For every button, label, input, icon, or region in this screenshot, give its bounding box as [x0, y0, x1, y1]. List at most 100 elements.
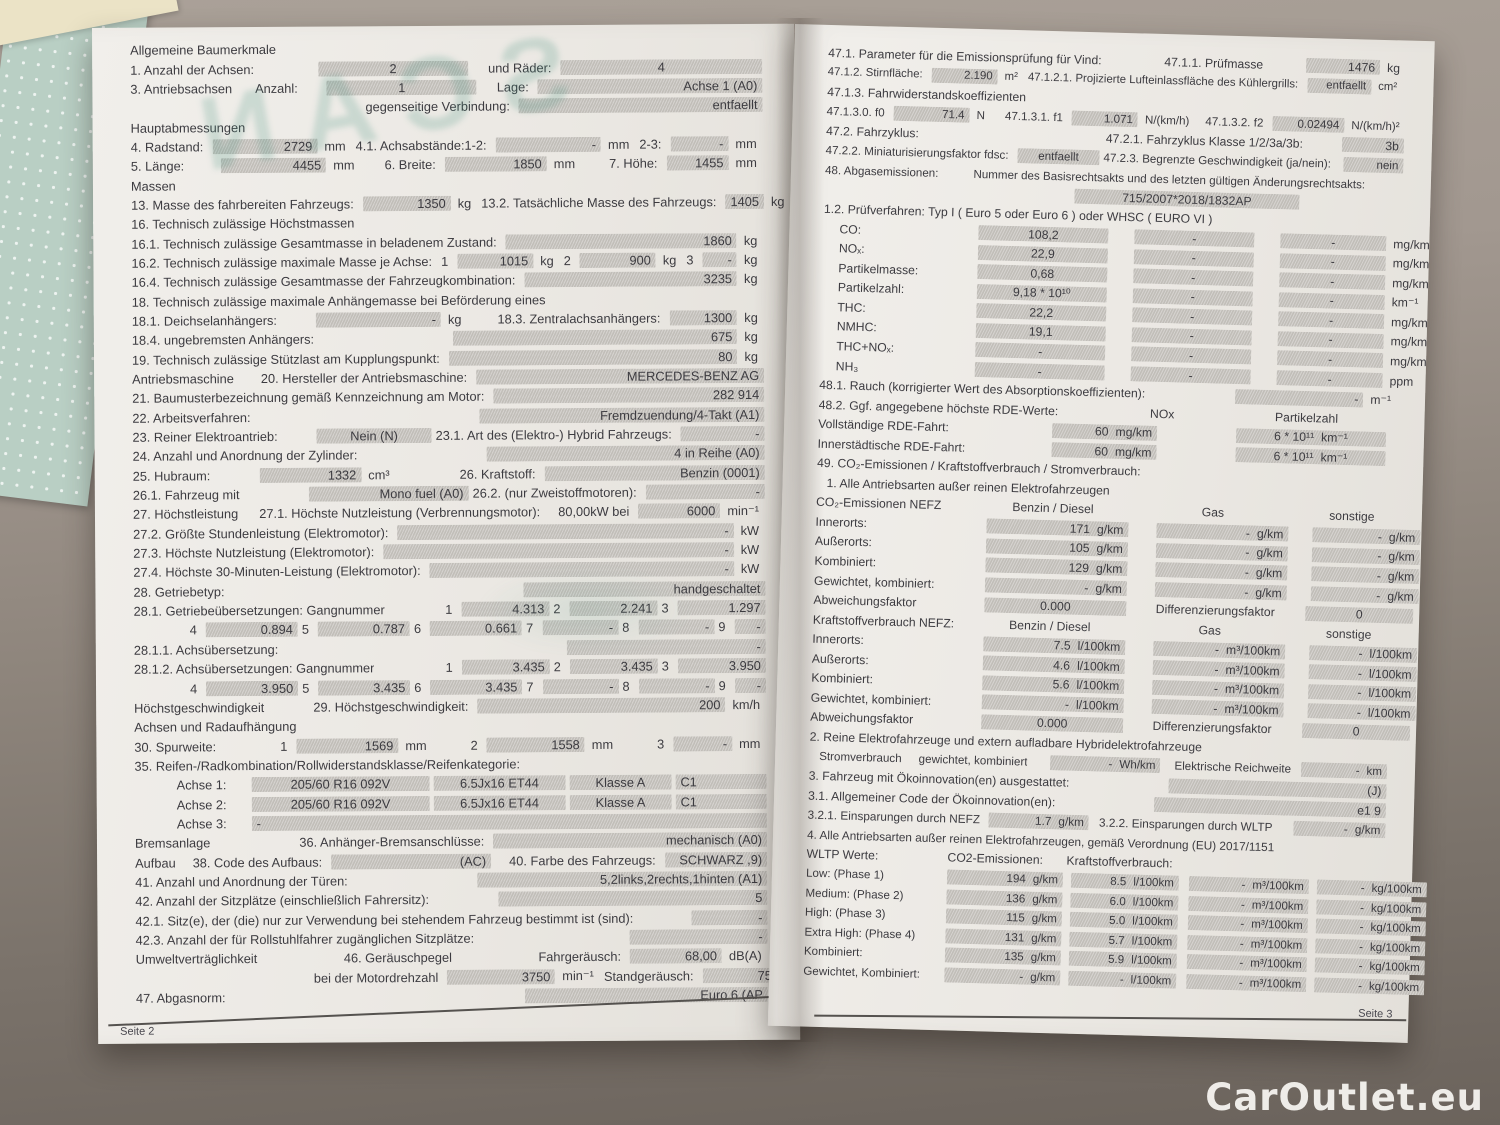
field-value: - kg/100km	[1314, 957, 1425, 976]
field-value: 4	[560, 58, 763, 75]
field-label: 3	[686, 252, 694, 268]
unit-label: mm	[324, 138, 346, 154]
field-value: 6.5Jx16 ET44	[433, 775, 566, 792]
field-value: SCHWARZ ,9)	[664, 851, 768, 868]
field-value: 4455	[221, 157, 327, 174]
field-value: -	[1277, 331, 1384, 349]
field-value: - g/km	[984, 577, 1128, 597]
field-value: 205/60 R16 092V	[251, 795, 430, 812]
unit-label: kg	[743, 232, 758, 248]
field-label: Partikelmasse:	[838, 261, 919, 278]
field-value: 6.0 l/100km	[1070, 892, 1179, 911]
field-label: Umweltverträglichkeit	[135, 951, 258, 968]
spacer	[1291, 593, 1311, 594]
unit-label: mm	[591, 736, 614, 752]
field-label: 27.4. Höchste 30-Minuten-Leistung (Elekt…	[133, 563, 421, 581]
field-label: Außerorts:	[814, 534, 873, 550]
field-label: 29. Höchstgeschwindigkeit:	[313, 698, 469, 715]
spacer	[1257, 299, 1279, 300]
field-value: mechanisch (A0)	[493, 832, 768, 849]
field-label: Standgeräusch:	[603, 968, 694, 984]
field-label: 6	[414, 679, 422, 695]
field-value: -	[1276, 350, 1384, 369]
unit-label: kg	[744, 309, 758, 326]
field-value: -	[638, 619, 715, 636]
field-value: 131 g/km	[945, 928, 1062, 947]
unit-label: kg	[744, 329, 758, 345]
field-value: 4.6 l/100km	[982, 655, 1125, 675]
section-heading: Allgemeine Baumerkmale	[130, 42, 276, 58]
field-label: 23.1. Art des (Elektro-) Hybrid Fahrzeug…	[435, 426, 672, 443]
field-label: 6. Breite:	[384, 157, 436, 173]
field-label: 28. Getriebetyp:	[133, 583, 225, 600]
field-label: 42.1. Sitz(e), der (die) nur zur Verwend…	[135, 910, 634, 929]
unit-label: min⁻¹	[727, 502, 760, 519]
spacer	[1289, 671, 1309, 672]
caroutlet-watermark: CarOutlet.eu	[1205, 1076, 1484, 1119]
unit-label: kg	[447, 311, 462, 327]
field-value: -	[1132, 288, 1253, 307]
field-value: 2.190	[931, 67, 998, 85]
field-value: - m³/100km	[1187, 915, 1308, 934]
field-value: 3.435	[461, 659, 550, 675]
field-value: 1476	[1305, 58, 1381, 76]
spacer	[928, 134, 1106, 139]
field-value: 0.000	[980, 714, 1124, 733]
field-value: -	[1278, 292, 1385, 310]
field-label: THC:	[837, 300, 866, 315]
field-value: 5	[498, 890, 768, 907]
field-label: 42.3. Anzahl der für Rollstuhlfahrer zug…	[135, 930, 475, 948]
field-label: 27.3. Höchste Nutzleistung (Elektromotor…	[133, 544, 375, 561]
field-value: -	[645, 483, 765, 500]
field-value: 71.4	[893, 105, 970, 123]
spacer	[483, 937, 629, 938]
field-value: - l/100km	[1308, 644, 1418, 663]
field-label: WLTP Werte:	[806, 846, 879, 863]
unit-label: mg/km	[1390, 334, 1428, 350]
field-value: Fremdzuendung/4-Takt (A1)	[479, 406, 765, 424]
unit-label: kg	[743, 271, 758, 287]
field-value: 5.0 l/100km	[1069, 912, 1179, 931]
field-label: NH₃	[835, 358, 859, 374]
field-label: Abweichungsfaktor	[813, 592, 917, 610]
spacer	[1111, 295, 1133, 296]
field-value: - l/100km	[1068, 970, 1177, 989]
field-value: 675	[452, 329, 738, 347]
unit-label: N/(km/h)	[1144, 113, 1190, 128]
field-label: 3.2.2. Einsparungen durch WLTP	[1098, 815, 1273, 835]
field-value: 3750	[447, 968, 556, 985]
field-value: 108,2	[978, 225, 1109, 244]
field-label: 47.2.2. Miniaturisierungsfaktor fdsc:	[825, 143, 1009, 162]
field-value: 0.787	[317, 621, 410, 638]
field-label: 2	[470, 737, 478, 753]
field-label: und Räder:	[488, 59, 552, 76]
spacer	[1255, 377, 1277, 378]
field-value: -	[673, 735, 733, 752]
spacer	[136, 978, 314, 979]
field-value: 1.297	[677, 600, 766, 616]
unit-label: kg	[662, 252, 677, 268]
field-label: 47.1.1. Prüfmasse	[1164, 54, 1264, 72]
field-value: Benzin (0001)	[544, 464, 765, 481]
spacer	[1280, 632, 1300, 633]
field-value: 5.7 l/100km	[1069, 931, 1178, 950]
field-value: C1	[675, 793, 767, 810]
field-label: 7. Höhe:	[609, 155, 658, 172]
field-value: - g/km	[1312, 527, 1421, 546]
field-label: 27.1. Höchste Nutzleistung (Verbrennungs…	[259, 504, 541, 522]
field-label: gegenseitige Verbindung:	[365, 98, 510, 115]
field-value: -	[1279, 272, 1386, 291]
field-value: 205/60 R16 092V	[251, 776, 430, 793]
field-label: Differenzierungsfaktor	[1152, 719, 1272, 737]
field-value: 2	[318, 60, 469, 77]
field-label: 47.1.3.2. f2	[1205, 115, 1264, 130]
field-label: 2	[553, 601, 561, 617]
field-label: Fahrgeräusch:	[538, 949, 622, 965]
unit-label: kW	[740, 522, 760, 538]
field-label: NOₓ:	[838, 241, 865, 257]
field-value: -	[1132, 307, 1253, 326]
field-value: - g/km	[1293, 820, 1386, 838]
unit-label: kg	[457, 195, 472, 211]
field-value: 6 * 10¹¹ km⁻¹	[1235, 427, 1387, 447]
unit-label: cm²	[1377, 81, 1398, 94]
